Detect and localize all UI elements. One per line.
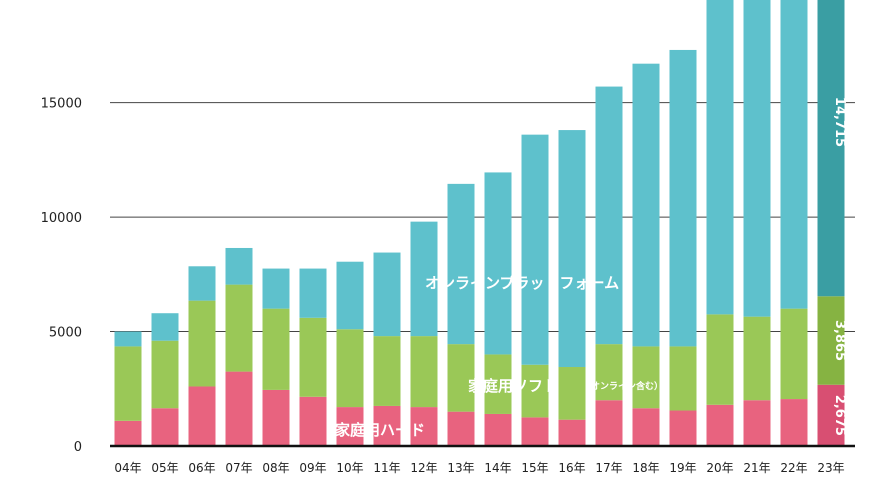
- bar-segment: [632, 408, 660, 446]
- bar-segment: [632, 63, 660, 347]
- x-tick-label: 05年: [151, 461, 178, 475]
- bar-segment: [114, 331, 142, 347]
- bar-segment: [410, 407, 438, 446]
- x-tick-label: 20年: [706, 461, 733, 475]
- x-tick-label: 12年: [410, 461, 437, 475]
- bar-segment: [299, 396, 327, 446]
- bar-segment: [225, 247, 253, 285]
- bar-segment: [114, 420, 142, 446]
- y-tick-label: 5000: [49, 326, 82, 341]
- bar-segment: [817, 0, 845, 297]
- bar-segment: [484, 354, 512, 414]
- bar-segment: [558, 419, 586, 446]
- bar-segment: [151, 313, 179, 341]
- data-label: 14,715: [832, 97, 847, 147]
- bar-segment: [595, 400, 623, 446]
- bar-segment: [373, 336, 401, 406]
- bar-segment: [558, 130, 586, 368]
- bar-segment: [669, 49, 697, 347]
- x-tick-label: 06年: [188, 461, 215, 475]
- bar-segment: [373, 405, 401, 446]
- bar-segment: [706, 0, 734, 315]
- bar-segment: [706, 314, 734, 405]
- bar-segment: [151, 408, 179, 446]
- bar-segment: [447, 411, 475, 446]
- bar-segment: [262, 268, 290, 309]
- series-label-software-note: （オンライン含む）: [582, 380, 663, 392]
- bar-segment: [151, 340, 179, 409]
- bar-segment: [632, 346, 660, 409]
- bar-segment: [373, 252, 401, 337]
- series-label-platform: オンラインプラットフォーム: [425, 274, 619, 292]
- bar-segment: [114, 346, 142, 421]
- series-label-hardware: 家庭用ハード: [335, 421, 425, 439]
- x-tick-label: 13年: [447, 461, 474, 475]
- bar-segment: [521, 364, 549, 418]
- y-tick-label: 0: [74, 440, 82, 455]
- bar-segment: [595, 344, 623, 401]
- bar-segment: [336, 329, 364, 408]
- data-label: 2,675: [832, 395, 847, 436]
- bar-segment: [743, 400, 771, 446]
- bar-segment: [780, 308, 808, 400]
- y-tick-label: 10000: [41, 211, 82, 226]
- bar-segment: [299, 317, 327, 397]
- bar-segment: [817, 384, 845, 446]
- bar-segment: [262, 308, 290, 390]
- x-tick-label: 09年: [299, 461, 326, 475]
- bar-segment: [558, 367, 586, 420]
- x-tick-label: 16年: [558, 461, 585, 475]
- bar-segment: [743, 316, 771, 401]
- x-tick-label: 21年: [743, 461, 770, 475]
- bar-segment: [780, 399, 808, 446]
- x-tick-label: 22年: [780, 461, 807, 475]
- bar-segment: [780, 0, 808, 309]
- bar-segment: [817, 296, 845, 385]
- data-label: 3,865: [832, 320, 847, 361]
- bar-segment: [225, 371, 253, 446]
- bar-segment: [669, 346, 697, 411]
- x-tick-label: 11年: [373, 461, 400, 475]
- x-tick-label: 14年: [484, 461, 511, 475]
- x-tick-label: 19年: [669, 461, 696, 475]
- x-tick-label: 08年: [262, 461, 289, 475]
- x-tick-label: 07年: [225, 461, 252, 475]
- bar-segment: [299, 268, 327, 318]
- bar-segment: [484, 413, 512, 446]
- bar-segment: [410, 336, 438, 408]
- x-tick-label: 04年: [114, 461, 141, 475]
- y-tick-label: 15000: [41, 97, 82, 112]
- bar-segment: [225, 284, 253, 372]
- series-label-software: 家庭用ソフト: [468, 377, 558, 395]
- bar-segment: [262, 389, 290, 446]
- bar-segment: [669, 410, 697, 446]
- bar-segment: [447, 183, 475, 345]
- bar-segment: [188, 386, 216, 446]
- x-tick-label: 15年: [521, 461, 548, 475]
- bar-segment: [521, 417, 549, 446]
- x-tick-label: 10年: [336, 461, 363, 475]
- x-tick-label: 18年: [632, 461, 659, 475]
- bar-segment: [743, 0, 771, 317]
- bar-segment: [336, 261, 364, 330]
- bar-segment: [447, 344, 475, 412]
- bar-segment: [188, 266, 216, 301]
- x-tick-label: 23年: [817, 461, 844, 475]
- x-tick-label: 17年: [595, 461, 622, 475]
- bar-segment: [706, 404, 734, 446]
- bar-segment: [484, 172, 512, 355]
- bar-segment: [410, 221, 438, 337]
- bar-segment: [188, 300, 216, 387]
- bar-segment: [336, 407, 364, 446]
- bar-segment: [521, 134, 549, 365]
- bar-segment: [595, 86, 623, 345]
